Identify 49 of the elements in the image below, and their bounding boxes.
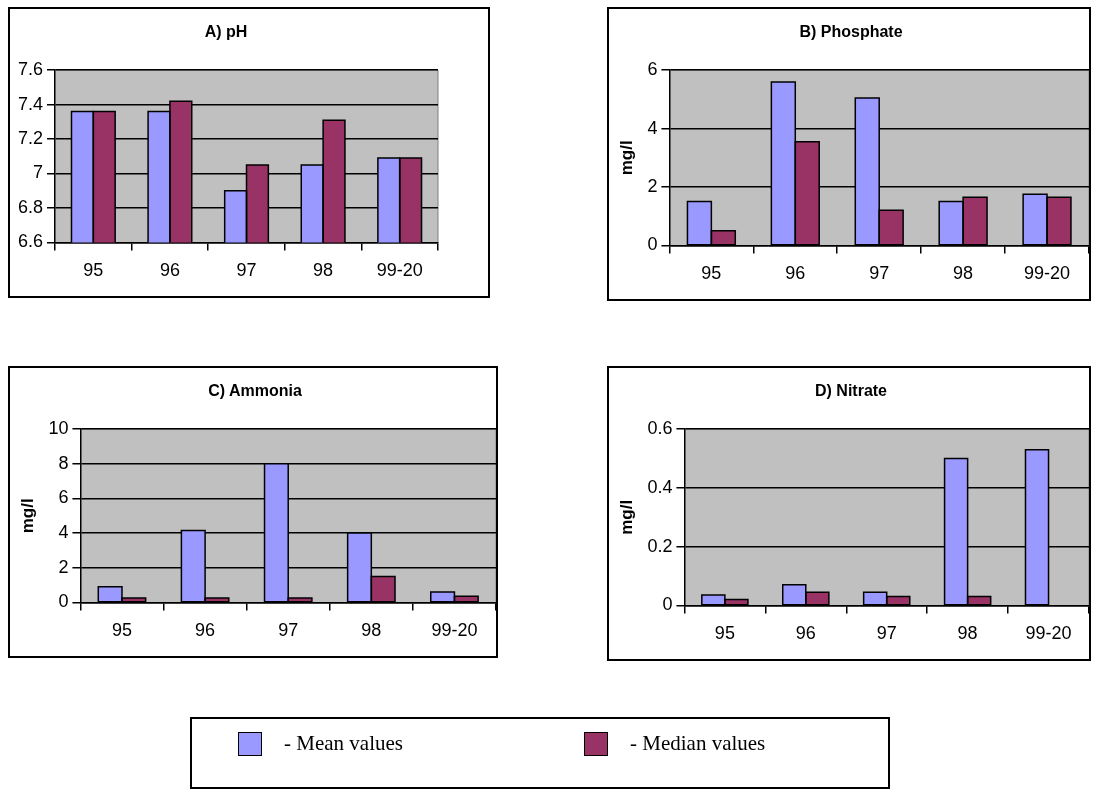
y-tick-label: 10 [48,418,69,439]
y-tick-label: 8 [58,452,69,473]
x-tick-label: 98 [313,260,334,281]
y-tick-label: 7 [33,162,44,183]
x-tick-label: 98 [953,263,974,284]
x-tick-label: 96 [159,260,180,281]
y-tick-label: 4 [58,522,69,543]
y-tick-label: 0.6 [647,418,673,439]
x-tick-label: 99-20 [1024,263,1071,284]
x-tick-label: 95 [111,620,132,641]
chart-title: A) pH [204,23,248,41]
x-tick-label: 97 [236,260,257,281]
y-tick-label: 0 [58,591,69,612]
x-tick-label: 95 [714,623,735,644]
y-tick-label: 0.4 [647,476,673,497]
x-tick-label: 97 [876,623,897,644]
y-tick-label: 0.2 [647,535,673,556]
x-tick-label: 99-20 [376,260,423,281]
legend-label: - Mean values [284,731,403,756]
y-axis-title: mg/l [17,498,37,534]
x-tick-label: 95 [83,260,104,281]
y-tick-label: 4 [647,117,658,138]
y-tick-label: 6 [58,487,69,508]
y-tick-label: 0 [662,594,673,615]
y-tick-label: 7.4 [17,93,44,114]
y-axis-title: mg/l [616,140,636,176]
y-tick-label: 6.8 [17,196,44,217]
chart-title: D) Nitrate [814,382,888,400]
x-tick-label: 96 [795,623,816,644]
x-tick-label: 97 [869,263,890,284]
x-tick-label: 99-20 [431,620,478,641]
y-tick-label: 6.6 [17,231,44,252]
x-tick-label: 95 [701,263,722,284]
x-tick-label: 98 [361,620,382,641]
legend-label: - Median values [630,731,766,756]
y-tick-label: 7.6 [17,59,44,80]
y-tick-label: 7.2 [17,128,44,149]
x-tick-label: 98 [957,623,978,644]
y-tick-label: 0 [647,234,658,255]
x-tick-label: 96 [195,620,216,641]
chart-title: C) Ammonia [208,382,302,400]
x-tick-label: 96 [785,263,806,284]
y-tick-label: 6 [647,59,658,80]
y-tick-label: 2 [58,556,69,577]
x-tick-label: 97 [278,620,299,641]
y-axis-title: mg/l [616,499,636,535]
x-tick-label: 99-20 [1025,623,1072,644]
chart-title: B) Phosphate [799,23,903,41]
y-tick-label: 2 [647,175,658,196]
